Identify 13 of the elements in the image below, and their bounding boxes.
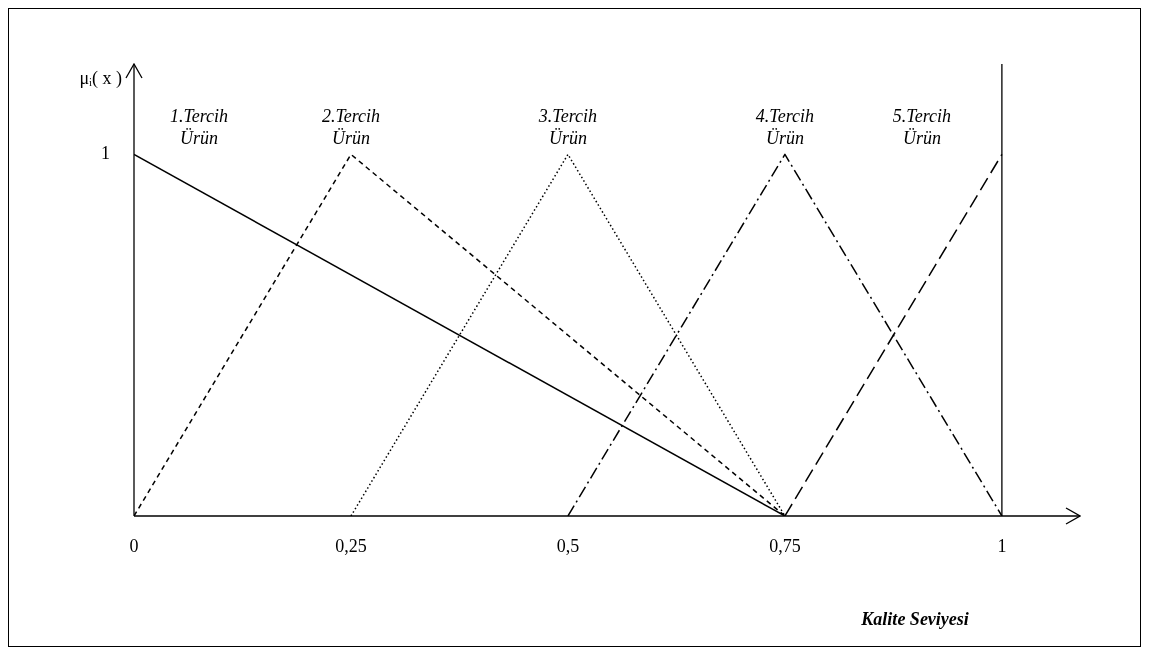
series-label: 3.Tercih Ürün (537, 106, 598, 149)
x-tick-label: 0 (129, 535, 139, 556)
series-label: 1.Tercih Ürün (169, 106, 229, 149)
series-label: 4.Tercih Ürün (755, 106, 815, 149)
y-axis-title: μᵢ( x ) (79, 67, 122, 89)
text: 1 (101, 143, 110, 164)
x-tick-label: 1 (997, 535, 1007, 556)
x-tick-label: 0,75 (769, 535, 801, 556)
x-tick-label: 0,5 (556, 535, 580, 556)
x-axis-title: Kalite Seviyesi (860, 608, 969, 629)
text: 5.Tercih Ürün (892, 106, 951, 149)
series-label: 2.Tercih Ürün (321, 106, 381, 149)
x-tick-label: 0,25 (335, 535, 367, 556)
